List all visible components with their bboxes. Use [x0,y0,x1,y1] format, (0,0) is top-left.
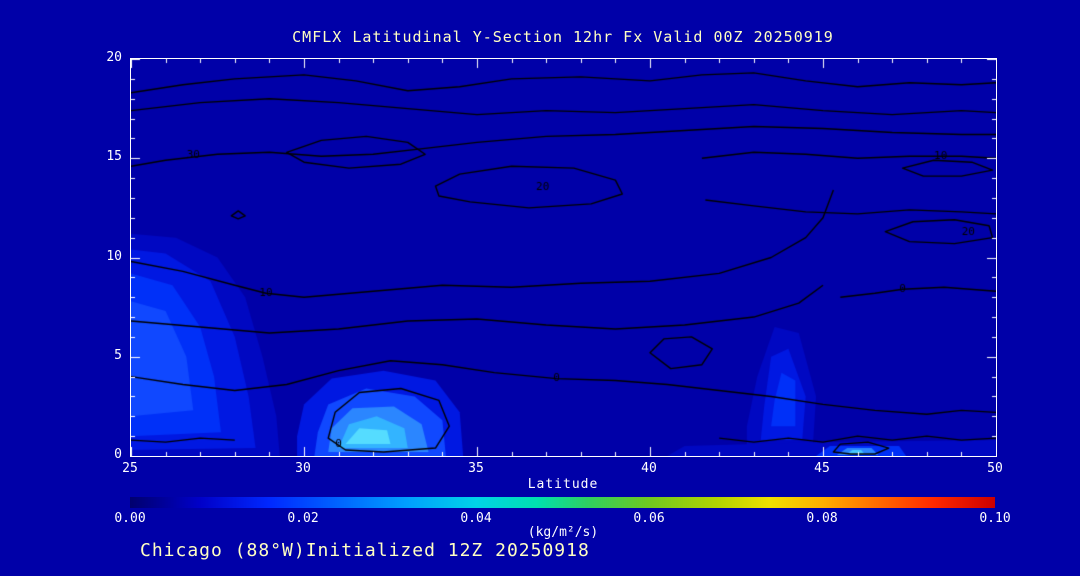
colorbar-units-label: (kg/m²/s) [527,525,599,540]
x-tick-label: 35 [468,461,484,476]
x-tick-label: 25 [122,461,138,476]
colorbar-tick-label: 0.08 [806,511,838,526]
colorbar-tick-label: 0.10 [979,511,1011,526]
colorbar-tick-label: 0.00 [114,511,146,526]
footer-text: Chicago (88°W)Initialized 12Z 20250918 [140,540,590,561]
x-tick-label: 50 [987,461,1003,476]
colorbar-tick-label: 0.02 [287,511,319,526]
colorbar-tick-label: 0.06 [633,511,665,526]
colorbar-tick-label: 0.04 [460,511,492,526]
y-tick-label: 5 [114,347,122,363]
y-tick-label: 0 [114,447,122,462]
chart-title: CMFLX Latitudinal Y-Section 12hr Fx Vali… [292,28,834,46]
x-axis-title: Latitude [527,477,599,492]
y-tick-label: 15 [106,149,122,165]
y-tick-label: 10 [106,248,122,264]
x-tick-label: 45 [814,461,830,476]
colorbar-gradient [130,497,995,508]
x-tick-label: 40 [641,461,657,476]
y-tick-label: 20 [106,50,122,65]
contour-plot-canvas [130,58,997,457]
x-tick-label: 30 [295,461,311,476]
